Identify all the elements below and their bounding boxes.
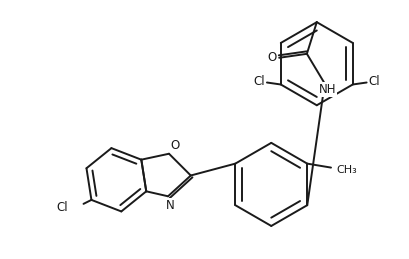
Text: O: O (267, 51, 277, 64)
Text: CH₃: CH₃ (336, 164, 357, 175)
Text: NH: NH (319, 83, 337, 96)
Text: N: N (166, 199, 174, 212)
Text: O: O (170, 139, 180, 152)
Text: Cl: Cl (253, 75, 265, 88)
Text: Cl: Cl (56, 201, 67, 214)
Text: Cl: Cl (369, 75, 380, 88)
